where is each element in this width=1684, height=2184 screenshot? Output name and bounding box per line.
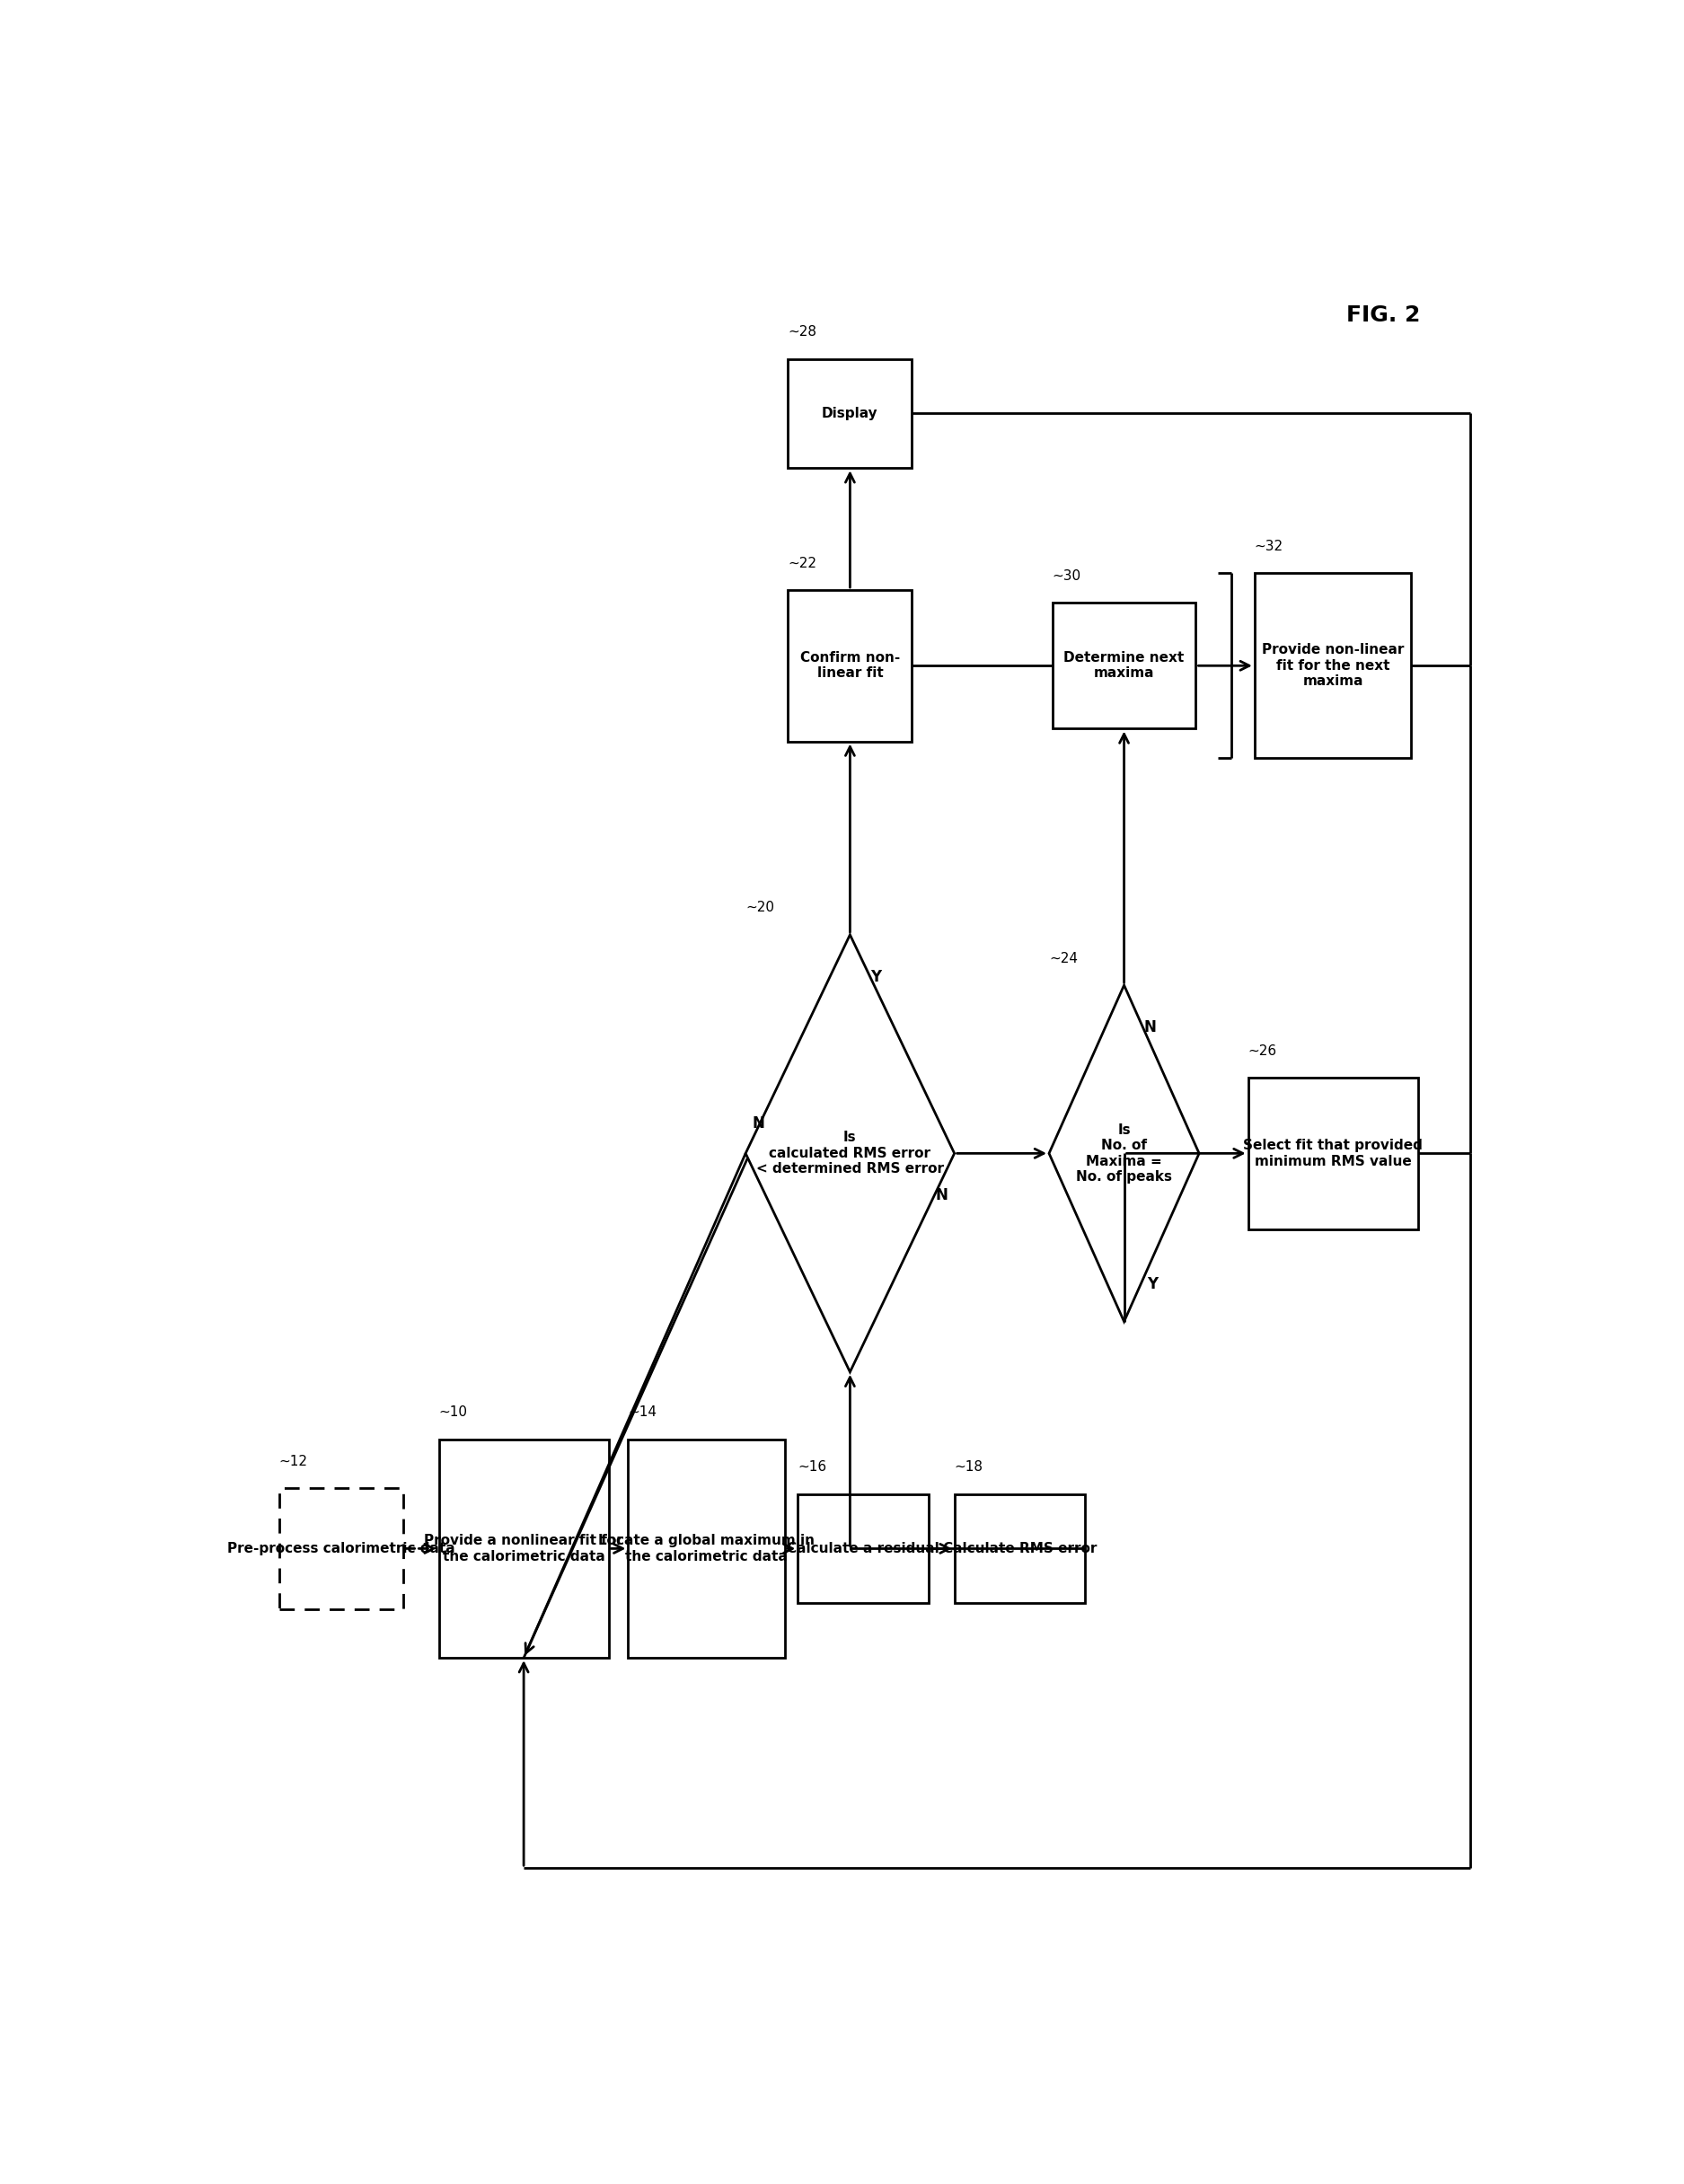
- Text: ~16: ~16: [798, 1461, 827, 1474]
- FancyBboxPatch shape: [280, 1487, 402, 1610]
- Text: ~26: ~26: [1248, 1044, 1276, 1057]
- Text: ~18: ~18: [955, 1461, 983, 1474]
- Polygon shape: [1049, 985, 1199, 1321]
- Text: Is
No. of
Maxima =
No. of peaks: Is No. of Maxima = No. of peaks: [1076, 1123, 1172, 1184]
- Text: Select fit that provided
minimum RMS value: Select fit that provided minimum RMS val…: [1243, 1138, 1423, 1168]
- Text: Provide a nonlinear fit for
the calorimetric data: Provide a nonlinear fit for the calorime…: [424, 1533, 623, 1564]
- Text: Y: Y: [1147, 1275, 1159, 1293]
- Text: ~24: ~24: [1049, 952, 1078, 965]
- FancyBboxPatch shape: [628, 1439, 785, 1658]
- Text: N: N: [1143, 1020, 1157, 1035]
- FancyBboxPatch shape: [1052, 603, 1196, 729]
- Text: ~10: ~10: [440, 1406, 468, 1420]
- FancyBboxPatch shape: [798, 1494, 928, 1603]
- Text: ~14: ~14: [628, 1406, 657, 1420]
- Text: N: N: [935, 1188, 948, 1203]
- FancyBboxPatch shape: [1248, 1077, 1418, 1230]
- Text: Calculate RMS error: Calculate RMS error: [943, 1542, 1096, 1555]
- Text: ~22: ~22: [788, 557, 817, 570]
- Text: ~32: ~32: [1255, 539, 1283, 553]
- FancyBboxPatch shape: [440, 1439, 608, 1658]
- Text: Display: Display: [822, 406, 877, 419]
- FancyBboxPatch shape: [1255, 572, 1411, 758]
- Text: ~20: ~20: [746, 902, 775, 915]
- Text: ~30: ~30: [1052, 570, 1081, 583]
- Text: Confirm non-
linear fit: Confirm non- linear fit: [800, 651, 899, 679]
- FancyBboxPatch shape: [955, 1494, 1084, 1603]
- Text: Calculate a residual: Calculate a residual: [786, 1542, 940, 1555]
- Polygon shape: [746, 935, 955, 1372]
- Text: Is
calculated RMS error
< determined RMS error: Is calculated RMS error < determined RMS…: [756, 1131, 943, 1175]
- Text: Provide non-linear
fit for the next
maxima: Provide non-linear fit for the next maxi…: [1261, 644, 1404, 688]
- Text: ~12: ~12: [280, 1455, 308, 1468]
- Text: N: N: [753, 1116, 765, 1131]
- Text: FIG. 2: FIG. 2: [1346, 304, 1420, 325]
- Text: Pre-process calorimetric data: Pre-process calorimetric data: [227, 1542, 455, 1555]
- FancyBboxPatch shape: [788, 590, 913, 740]
- Text: Locate a global maximum in
the calorimetric data: Locate a global maximum in the calorimet…: [598, 1533, 815, 1564]
- Text: Determine next
maxima: Determine next maxima: [1064, 651, 1184, 679]
- Text: Y: Y: [871, 970, 881, 985]
- FancyBboxPatch shape: [788, 358, 913, 467]
- Text: ~28: ~28: [788, 325, 817, 339]
